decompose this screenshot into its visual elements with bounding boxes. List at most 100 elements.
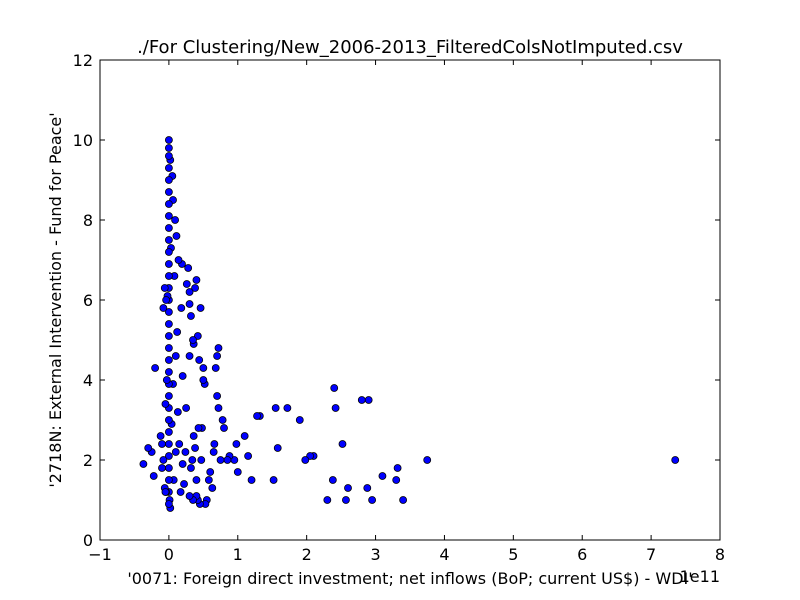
data-point — [182, 280, 191, 288]
data-point — [218, 416, 227, 424]
data-point — [295, 416, 304, 424]
data-point — [164, 272, 173, 280]
data-point — [164, 200, 173, 208]
data-point — [162, 376, 171, 384]
points-layer — [139, 136, 680, 512]
data-point — [206, 468, 215, 476]
data-point — [164, 356, 173, 364]
data-point — [210, 440, 219, 448]
data-point — [162, 296, 171, 304]
data-point — [330, 384, 339, 392]
data-point — [176, 488, 185, 496]
data-point — [164, 452, 173, 460]
x-tick-label: 3 — [370, 545, 380, 564]
data-point — [139, 460, 148, 468]
data-point — [164, 500, 173, 508]
data-point — [423, 456, 432, 464]
data-point — [178, 372, 187, 380]
data-point — [174, 256, 183, 264]
data-point — [216, 456, 225, 464]
x-tick-label: 8 — [715, 545, 725, 564]
x-tick-label: 4 — [439, 545, 449, 564]
data-point — [164, 332, 173, 340]
data-point — [189, 336, 197, 344]
y-axis: 0 2 4 6 8 10 12 — [73, 51, 720, 550]
data-point — [164, 416, 173, 424]
data-point — [253, 412, 261, 420]
data-point — [171, 352, 180, 360]
data-point — [178, 460, 187, 468]
data-point — [378, 472, 387, 480]
data-point — [175, 440, 184, 448]
data-point — [172, 232, 181, 240]
data-point — [188, 456, 197, 464]
data-point — [220, 424, 228, 432]
data-point — [344, 484, 352, 492]
x-axis-offset-label: 1e11 — [680, 567, 720, 586]
data-point — [164, 212, 173, 220]
data-point — [328, 476, 337, 484]
data-point — [161, 400, 170, 408]
x-tick-label: 5 — [508, 545, 518, 564]
data-point — [192, 276, 201, 284]
data-point — [331, 404, 340, 412]
data-point — [184, 264, 193, 272]
data-point — [173, 328, 182, 336]
data-point — [164, 392, 173, 400]
y-tick-label: 2 — [83, 451, 93, 470]
data-point — [364, 396, 373, 404]
data-point — [164, 152, 173, 160]
data-point — [269, 476, 278, 484]
data-point — [393, 464, 402, 472]
data-point — [233, 468, 242, 476]
data-point — [671, 456, 680, 464]
data-point — [164, 368, 173, 376]
data-point — [342, 496, 350, 504]
data-point — [159, 456, 168, 464]
x-tick-label: 1 — [233, 545, 243, 564]
data-point — [368, 496, 377, 504]
data-point — [240, 432, 249, 440]
data-point — [164, 440, 173, 448]
data-point — [187, 464, 195, 472]
x-tick-label: −1 — [88, 545, 112, 564]
data-point — [181, 448, 190, 456]
data-point — [171, 216, 179, 224]
data-point — [301, 456, 310, 464]
data-point — [164, 260, 173, 268]
data-point — [273, 444, 282, 452]
data-point — [151, 364, 160, 372]
data-point — [164, 164, 173, 172]
x-axis-label: '0071: Foreign direct investment; net in… — [127, 569, 692, 588]
y-axis-label: '2718N: External Intervention - Fund for… — [46, 112, 65, 487]
data-point — [173, 408, 182, 416]
data-point — [357, 396, 366, 404]
data-point — [182, 404, 191, 412]
x-axis: −1 0 1 2 3 4 5 6 7 8 — [88, 60, 725, 564]
data-point — [185, 300, 194, 308]
data-point — [192, 476, 201, 484]
data-point — [271, 404, 280, 412]
data-point — [244, 452, 253, 460]
y-tick-label: 8 — [83, 211, 93, 230]
data-point — [214, 404, 223, 412]
data-point — [189, 432, 198, 440]
data-point — [208, 484, 217, 492]
x-tick-label: 0 — [164, 545, 174, 564]
data-point — [204, 476, 213, 484]
data-point — [199, 376, 208, 384]
data-point — [164, 308, 173, 316]
data-point — [197, 456, 206, 464]
data-point — [158, 440, 166, 448]
data-point — [149, 472, 158, 480]
data-point — [164, 344, 173, 352]
data-point — [164, 176, 173, 184]
data-point — [171, 448, 180, 456]
data-point — [164, 476, 173, 484]
data-point — [185, 352, 194, 360]
data-point — [144, 444, 153, 452]
data-point — [283, 404, 292, 412]
data-point — [158, 464, 166, 472]
data-point — [164, 144, 173, 152]
data-point — [191, 284, 199, 292]
